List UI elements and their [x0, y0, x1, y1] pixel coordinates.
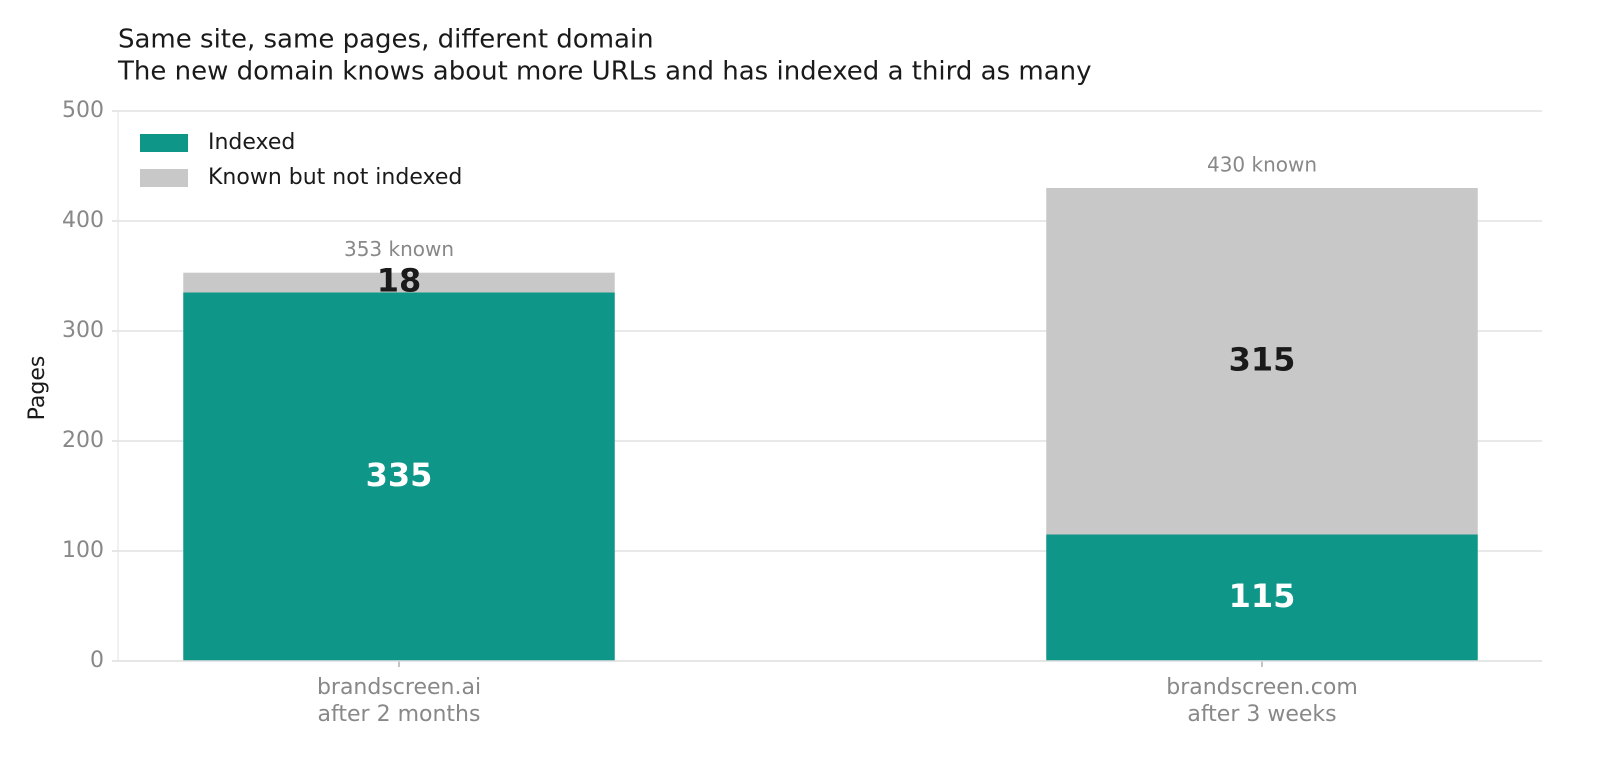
bar-segment: [183, 272, 615, 293]
chart-title: Same site, same pages, different domain: [118, 25, 654, 55]
y-axis-label: Pages: [25, 356, 50, 421]
total-annotation: 353 known: [344, 237, 454, 261]
y-tick-label: 200: [62, 428, 104, 453]
legend-label: Indexed: [208, 130, 295, 155]
legend-swatch: [140, 169, 188, 187]
y-tick-label: 300: [62, 318, 104, 343]
y-tick-label: 100: [62, 538, 104, 563]
x-tick-label: brandscreen.com after 3 weeks: [1166, 675, 1358, 727]
total-annotation: 430 known: [1207, 153, 1317, 177]
legend-label: Known but not indexed: [208, 165, 462, 190]
value-label: 335: [366, 456, 433, 494]
y-tick-label: 400: [62, 208, 104, 233]
x-tick-label: brandscreen.ai after 2 months: [316, 675, 482, 727]
bar-segment: [183, 292, 615, 661]
chart-subtitle: The new domain knows about more URLs and…: [117, 57, 1092, 87]
y-tick-label: 0: [90, 648, 104, 673]
value-label: 115: [1229, 577, 1296, 615]
bar-segment: [1046, 188, 1478, 535]
legend-swatch: [140, 134, 188, 152]
y-tick-label: 500: [62, 98, 104, 123]
bar-segment: [1046, 534, 1478, 661]
value-label: 18: [377, 262, 422, 300]
value-label: 315: [1229, 340, 1296, 378]
